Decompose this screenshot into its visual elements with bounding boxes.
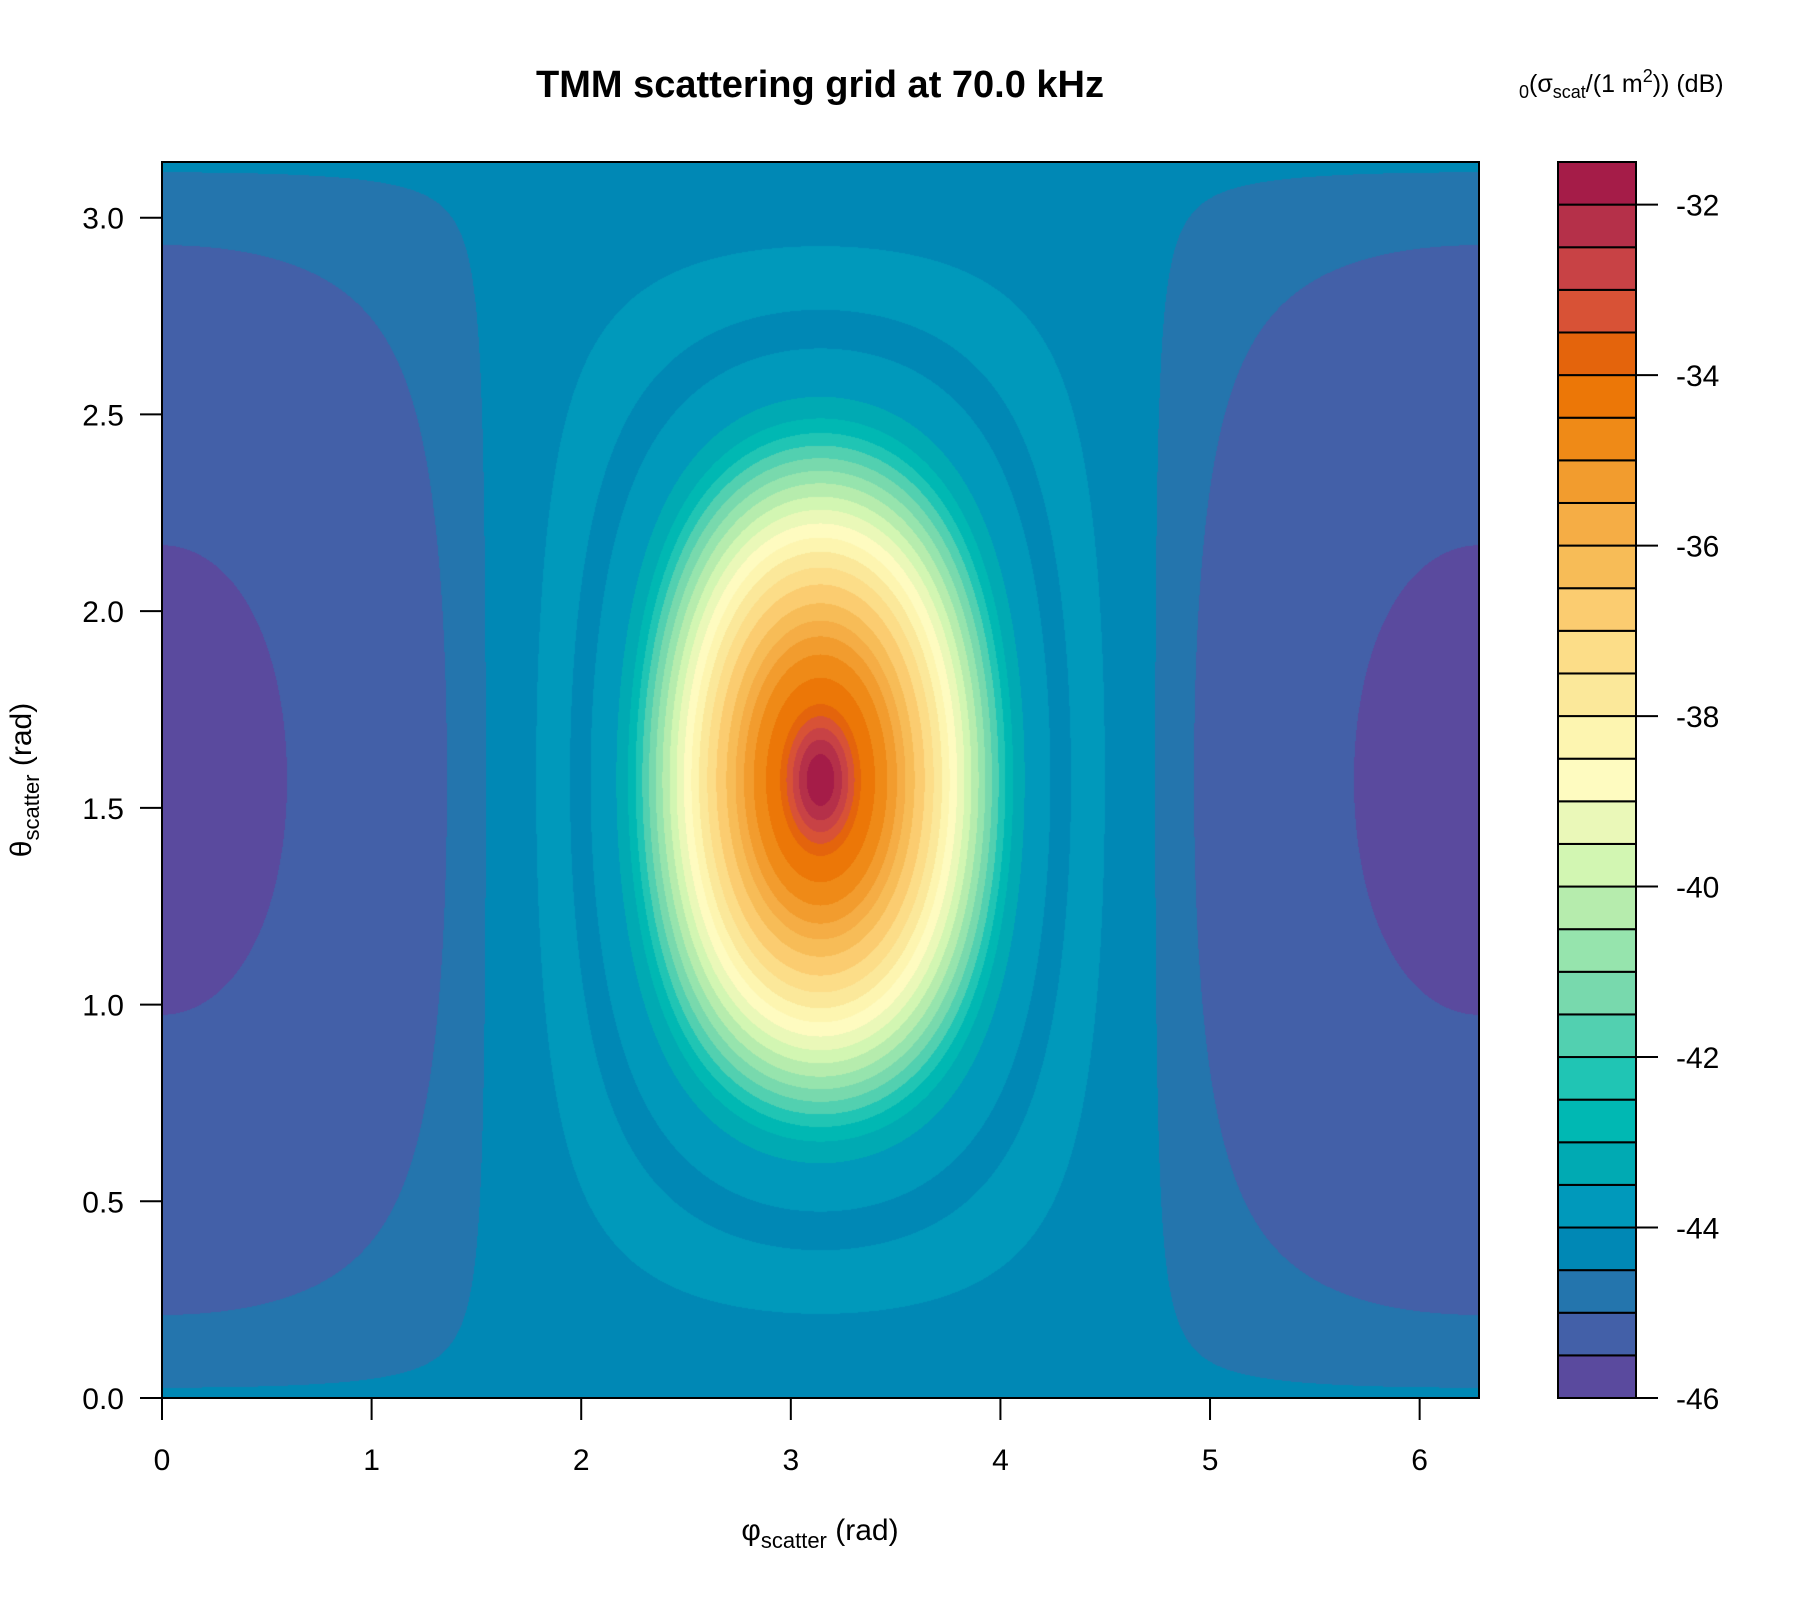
colorbar-label-superscript: 2: [1643, 66, 1653, 86]
colorbar-level-box: [1557, 587, 1637, 632]
colorbar-label-close: )) (dB): [1653, 70, 1724, 98]
x-tick-label: 0: [154, 1444, 171, 1477]
y-axis: 0.0 0.5 1.0 1.5 2.0 2.5 3.0: [82, 203, 162, 1416]
colorbar-level-box: [1557, 1269, 1637, 1314]
colorbar-tick-label: -46: [1676, 1383, 1719, 1416]
colorbar-axis: -32 -34 -36 -38 -40 -42 -44 -46: [1636, 190, 1719, 1416]
chart-title: TMM scattering grid at 70.0 kHz: [536, 64, 1104, 106]
y-tick-label: 3.0: [82, 203, 124, 236]
y-tick-label: 0.0: [82, 1383, 124, 1416]
colorbar-level-box: [1557, 1141, 1637, 1186]
colorbar-level-box: [1557, 1226, 1637, 1272]
colorbar-level-box: [1557, 416, 1637, 462]
x-axis: 0 1 2 3 4 5 6: [154, 1398, 1428, 1477]
colorbar-tick-label: -34: [1676, 360, 1719, 393]
colorbar-level-box: [1557, 800, 1637, 845]
colorbar-tick-label: -38: [1676, 701, 1719, 734]
colorbar-level-box: [1557, 501, 1637, 547]
colorbar-tick-label: -44: [1676, 1213, 1719, 1246]
y-tick-label: 2.0: [82, 596, 124, 629]
colorbar-label-open: (σ: [1529, 70, 1553, 98]
colorbar-level-box: [1557, 1013, 1637, 1059]
colorbar-label-subscript: scat: [1553, 82, 1586, 102]
colorbar-level-box: [1557, 1056, 1637, 1101]
colorbar-level-box: [1557, 161, 1637, 206]
colorbar-tick-label: -40: [1676, 872, 1719, 905]
contour-field: [162, 162, 1479, 1398]
plot-frame: [161, 161, 1480, 1399]
x-tick-label: 5: [1202, 1444, 1219, 1477]
colorbar-tick-label: -36: [1676, 531, 1719, 564]
colorbar-level-box: [1557, 1311, 1637, 1357]
colorbar-level-box: [1557, 288, 1637, 334]
colorbar-level-box: [1557, 544, 1637, 590]
x-tick-label: 4: [992, 1444, 1009, 1477]
colorbar-level-box: [1557, 1098, 1637, 1144]
x-axis-label: φscatter (rad): [741, 1514, 898, 1553]
colorbar-level-box: [1557, 672, 1637, 718]
colorbar-level-box: [1557, 629, 1637, 675]
colorbar-label: 0(σscat/(1 m2)) (dB): [1519, 66, 1724, 102]
x-tick-label: 6: [1411, 1444, 1428, 1477]
y-tick-label: 2.5: [82, 399, 124, 432]
colorbar-level-box: [1557, 928, 1637, 973]
colorbar-level-box: [1557, 1183, 1637, 1229]
x-label-symbol: φ: [741, 1514, 760, 1547]
colorbar-level-box: [1557, 374, 1637, 419]
colorbar-tick-label: -32: [1676, 190, 1719, 223]
x-tick-label: 1: [363, 1444, 380, 1477]
colorbar-level-box: [1557, 715, 1637, 760]
x-tick-label: 2: [573, 1444, 590, 1477]
colorbar-level-box: [1557, 203, 1637, 249]
x-tick-label: 3: [782, 1444, 799, 1477]
y-tick-label: 1.0: [82, 990, 124, 1023]
colorbar-label-pre-subscript: 0: [1519, 82, 1529, 102]
y-axis-label: θscatter (rad): [5, 703, 44, 857]
y-label-subscript: scatter: [19, 774, 44, 840]
colorbar-level-box: [1557, 970, 1637, 1016]
colorbar-level-box: [1557, 331, 1637, 377]
colorbar-level-box: [1557, 842, 1637, 888]
colorbar-level-box: [1557, 1354, 1637, 1399]
colorbar-level-box: [1557, 885, 1637, 931]
colorbar-level-box: [1557, 757, 1637, 803]
y-label-symbol: θ: [5, 841, 38, 858]
y-tick-label: 1.5: [82, 793, 124, 826]
y-label-unit: (rad): [5, 703, 38, 775]
colorbar-frame: [1557, 161, 1637, 1399]
colorbar: [1557, 161, 1637, 1399]
x-label-unit: (rad): [827, 1514, 899, 1547]
colorbar-level-box: [1557, 459, 1637, 504]
colorbar-tick-label: -42: [1676, 1042, 1719, 1075]
colorbar-label-mid: /(1 m: [1586, 70, 1643, 98]
y-tick-label: 0.5: [82, 1186, 124, 1219]
colorbar-level-box: [1557, 246, 1637, 291]
x-label-subscript: scatter: [761, 1528, 827, 1553]
